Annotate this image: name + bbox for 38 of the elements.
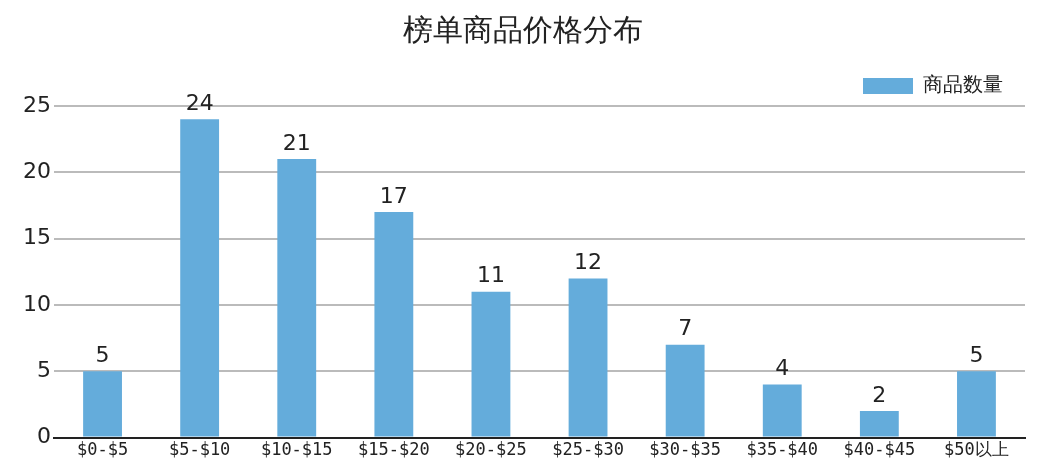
x-tick-label: $40-$45 (843, 439, 916, 460)
chart-title: 榜单商品价格分布 (402, 11, 643, 47)
bar (374, 212, 414, 437)
x-tick-label: $30-$35 (649, 439, 721, 460)
data-label: 24 (185, 89, 214, 115)
data-label: 17 (379, 182, 408, 208)
data-label: 11 (476, 262, 505, 288)
x-tick-label: $25-$30 (552, 439, 624, 460)
bar (665, 344, 705, 437)
bar (957, 371, 996, 437)
data-label: 7 (678, 315, 693, 341)
data-label: 2 (872, 381, 887, 407)
x-tick-label: $5-$10 (168, 439, 231, 460)
data-label: 12 (574, 249, 603, 275)
y-tick-label: 5 (36, 357, 51, 382)
legend-label: 商品数量 (923, 72, 1003, 97)
bar (83, 371, 122, 437)
bar (762, 384, 802, 437)
x-tick-label: $20-$25 (455, 439, 527, 460)
bar (471, 291, 511, 437)
y-tick-label: 10 (22, 290, 51, 316)
bar (568, 278, 608, 437)
bar (180, 119, 220, 437)
x-tick-label: $15-$20 (358, 439, 430, 460)
x-tick-label: $10-$15 (260, 439, 333, 460)
bar (277, 159, 317, 437)
data-label: 21 (282, 129, 311, 155)
data-label: 5 (969, 342, 984, 367)
x-tick-label: $35-$40 (746, 439, 819, 460)
data-label: 4 (775, 355, 790, 381)
y-tick-label: 0 (36, 423, 51, 449)
x-tick-label: $0-$5 (76, 439, 129, 460)
bar (859, 411, 899, 437)
y-tick-label: 15 (22, 224, 51, 250)
data-label: 5 (95, 342, 110, 367)
y-tick-label: 20 (22, 158, 51, 184)
y-tick-label: 25 (22, 91, 51, 117)
x-tick-label: $50以上 (944, 439, 1009, 460)
